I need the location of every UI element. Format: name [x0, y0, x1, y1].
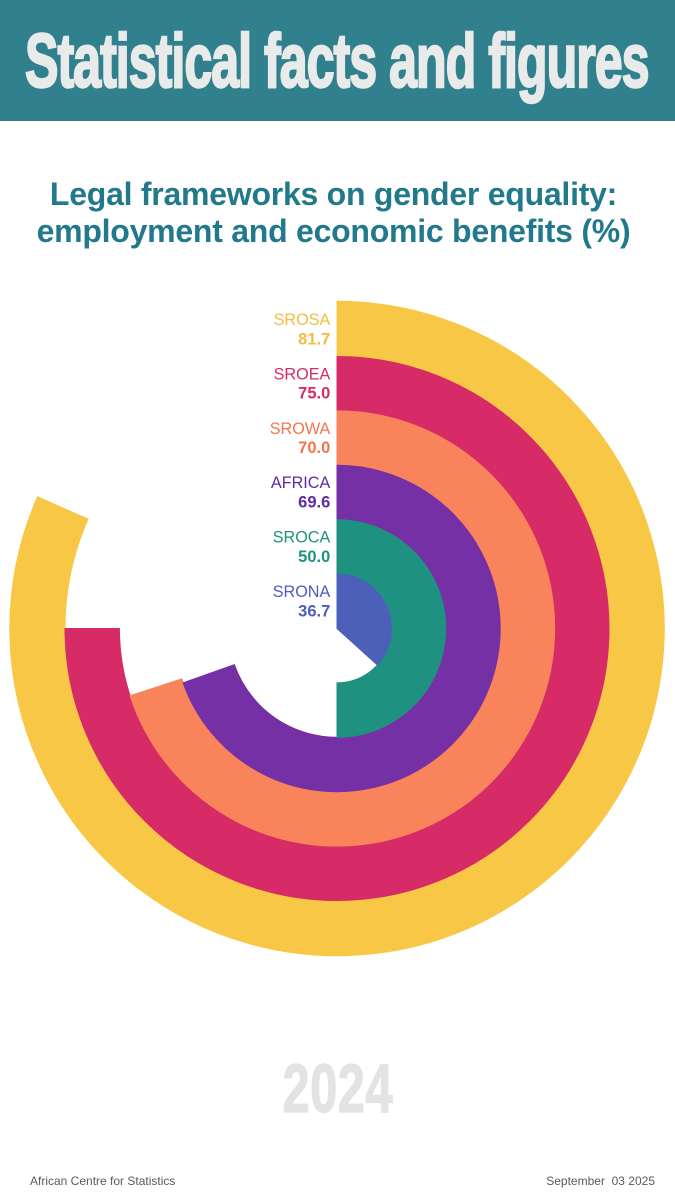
svg-text:69.6: 69.6 [298, 494, 330, 512]
svg-text:36.7: 36.7 [298, 602, 330, 620]
svg-text:70.0: 70.0 [298, 439, 330, 457]
svg-text:SROEA: SROEA [274, 365, 331, 383]
svg-text:75.0: 75.0 [298, 385, 330, 403]
svg-text:SROWA: SROWA [270, 420, 331, 438]
svg-text:SROSA: SROSA [274, 311, 331, 329]
svg-text:81.7: 81.7 [298, 330, 330, 348]
svg-text:AFRICA: AFRICA [271, 474, 331, 492]
svg-text:SROCA: SROCA [273, 529, 331, 547]
svg-text:SRONA: SRONA [273, 583, 331, 601]
svg-text:50.0: 50.0 [298, 548, 330, 566]
